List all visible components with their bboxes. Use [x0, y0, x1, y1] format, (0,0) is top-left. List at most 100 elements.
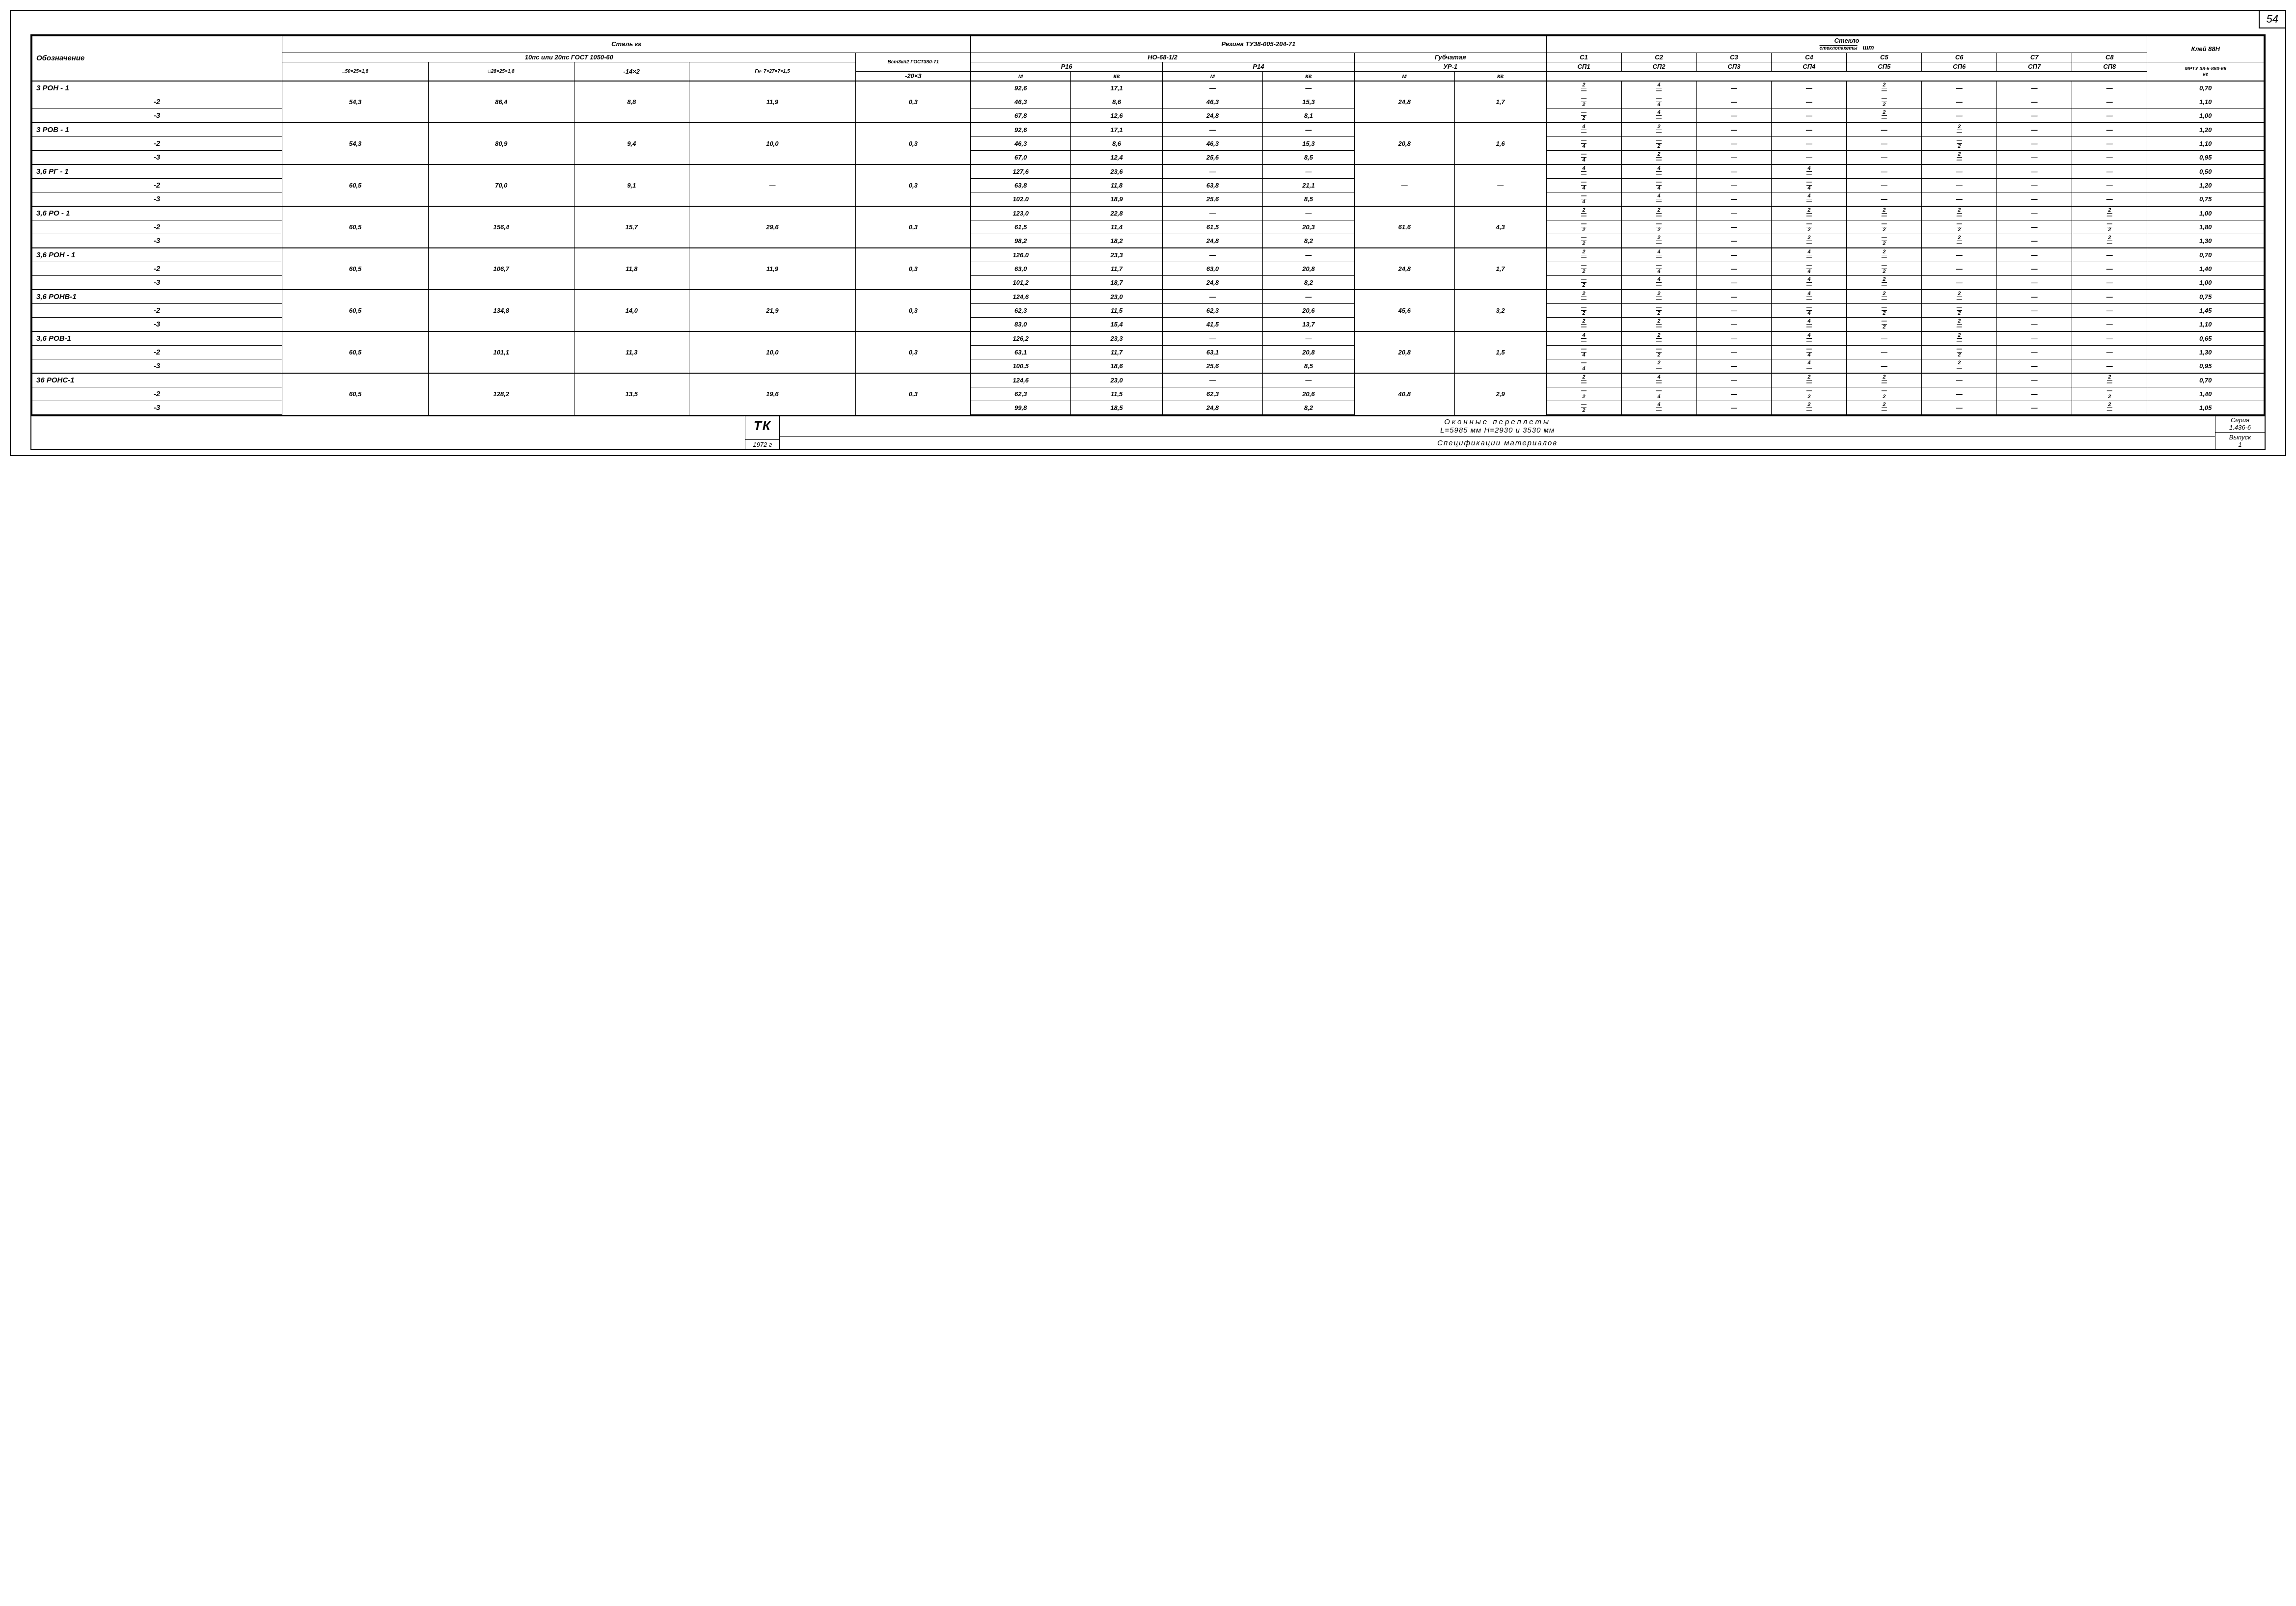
glass-cell: —2: [1847, 234, 1922, 248]
r-cell: 67,8: [971, 109, 1071, 123]
glass-cell: —2: [1546, 262, 1621, 276]
glue-cell: 1,10: [2147, 318, 2264, 332]
r-cell: —: [1163, 81, 1263, 95]
glue-cell: 0,75: [2147, 192, 2264, 207]
steel-cell: 11,8: [574, 248, 689, 290]
r-cell: 1,7: [1454, 81, 1546, 123]
glass-cell: —2: [2072, 220, 2147, 234]
r-cell: —: [1163, 164, 1263, 179]
glass-cell: —: [1997, 401, 2072, 415]
steel-cell: 9,4: [574, 123, 689, 164]
hdr-glue: Клей 88Н: [2147, 36, 2264, 62]
hdr-sht: шт: [1863, 44, 1874, 51]
table-body: 3 РОН - 154,386,48,811,90,392,617,1——24,…: [32, 81, 2264, 415]
r-cell: 124,6: [971, 373, 1071, 387]
r-cell: 12,6: [1071, 109, 1163, 123]
r-cell: 20,8: [1262, 262, 1354, 276]
r-cell: 15,3: [1262, 95, 1354, 109]
tk-year: 1972 г: [745, 439, 779, 449]
r-cell: 20,3: [1262, 220, 1354, 234]
steel-cell: 0,3: [856, 373, 971, 415]
steel-cell: 0,3: [856, 123, 971, 164]
r-cell: 8,1: [1262, 109, 1354, 123]
glass-cell: 2—: [1546, 81, 1621, 95]
steel-cell: 13,5: [574, 373, 689, 415]
glass-cell: —: [1772, 95, 1847, 109]
glass-cell: —2: [1546, 387, 1621, 401]
hdr-c7b: СП7: [1997, 62, 2072, 71]
glass-cell: —: [1997, 179, 2072, 192]
glass-cell: —: [2072, 151, 2147, 165]
tb-title1: Оконные переплеты: [784, 418, 2211, 426]
glass-cell: —: [1696, 137, 1772, 151]
steel-cell: —: [689, 164, 856, 206]
row-label: 3,6 РО - 1: [32, 206, 282, 220]
glass-cell: 2—: [1621, 123, 1696, 137]
tb-series-v: 1.436-6: [2229, 424, 2251, 431]
glass-cell: 2—: [1847, 276, 1922, 290]
glass-cell: 2—: [1621, 331, 1696, 346]
hdr-sc2: -14×2: [574, 62, 689, 81]
hdr-c5b: СП5: [1847, 62, 1922, 71]
r-cell: 83,0: [971, 318, 1071, 332]
glass-cell: 2—: [1847, 248, 1922, 262]
r-cell: 67,0: [971, 151, 1071, 165]
hdr-ur1: УР-1: [1354, 62, 1546, 71]
r-cell: 8,6: [1071, 137, 1163, 151]
glass-cell: 2—: [1922, 151, 1997, 165]
steel-cell: 134,8: [428, 290, 574, 331]
glass-cell: —2: [1922, 220, 1997, 234]
tb-series-lbl: Серия 1.436-6: [2215, 415, 2265, 433]
r-cell: —: [1163, 290, 1263, 304]
row-label: -2: [32, 262, 282, 276]
glass-cell: —: [1847, 164, 1922, 179]
r-cell: 20,6: [1262, 304, 1354, 318]
r-cell: 8,5: [1262, 359, 1354, 374]
glass-cell: —4: [1621, 387, 1696, 401]
glass-cell: —: [1696, 109, 1772, 123]
hdr-glass-t: Стекло: [1834, 37, 1859, 44]
hdr-m2: м: [1163, 72, 1263, 82]
glass-cell: 4—: [1772, 331, 1847, 346]
steel-cell: 101,1: [428, 331, 574, 373]
glue-cell: 0,65: [2147, 331, 2264, 346]
glass-cell: —: [1922, 248, 1997, 262]
glass-cell: —: [1997, 192, 2072, 207]
row-label: 3,6 РГ - 1: [32, 164, 282, 179]
glass-cell: —: [1696, 123, 1772, 137]
glass-cell: —4: [1546, 151, 1621, 165]
glue-cell: 1,45: [2147, 304, 2264, 318]
r-cell: 18,6: [1071, 359, 1163, 374]
r-cell: 4,3: [1454, 206, 1546, 248]
r-cell: 8,2: [1262, 234, 1354, 248]
steel-cell: 60,5: [282, 248, 428, 290]
glass-cell: —2: [1847, 262, 1922, 276]
r-cell: 2,9: [1454, 373, 1546, 415]
r-cell: 45,6: [1354, 290, 1454, 331]
glass-cell: —: [1997, 137, 2072, 151]
r-cell: 127,6: [971, 164, 1071, 179]
hdr-c2t: С2: [1621, 53, 1696, 62]
glue-cell: 1,20: [2147, 179, 2264, 192]
glue-cell: 1,40: [2147, 387, 2264, 401]
steel-cell: 60,5: [282, 290, 428, 331]
glass-cell: —: [2072, 95, 2147, 109]
glass-cell: —: [1997, 387, 2072, 401]
hdr-c3t: С3: [1696, 53, 1772, 62]
glass-cell: —: [1772, 151, 1847, 165]
glass-cell: —: [1696, 276, 1772, 290]
glue-cell: 1,00: [2147, 276, 2264, 290]
glass-cell: —: [1772, 81, 1847, 95]
glass-cell: —: [1922, 81, 1997, 95]
glass-cell: 2—: [1847, 401, 1922, 415]
glass-cell: —: [1696, 95, 1772, 109]
glass-cell: 4—: [1772, 164, 1847, 179]
glass-cell: 2—: [1922, 318, 1997, 332]
tb-title: Оконные переплеты L=5985 мм H=2930 и 353…: [780, 415, 2215, 449]
glass-cell: —4: [1546, 359, 1621, 374]
glass-cell: —: [2072, 290, 2147, 304]
r-cell: 24,8: [1163, 276, 1263, 290]
r-cell: 61,5: [1163, 220, 1263, 234]
r-cell: 23,6: [1071, 164, 1163, 179]
glass-cell: —: [1696, 331, 1772, 346]
